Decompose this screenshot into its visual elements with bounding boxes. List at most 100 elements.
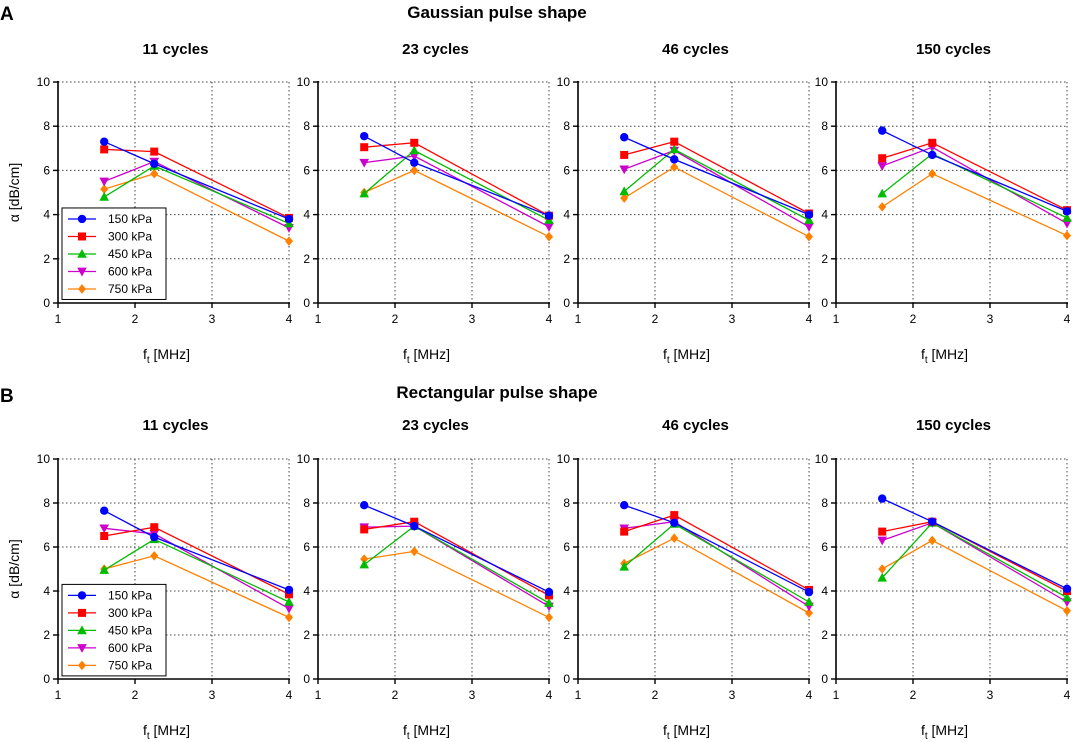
y-tick-label: 10 — [37, 75, 51, 89]
data-point — [928, 517, 937, 526]
series-line — [623, 537, 810, 614]
x-tick-label: 4 — [806, 312, 813, 326]
data-point — [805, 608, 813, 618]
x-tick-label: 4 — [546, 312, 553, 326]
data-point — [544, 598, 554, 607]
data-point — [877, 188, 887, 198]
series-line — [623, 148, 810, 221]
series-750-kPa — [360, 165, 553, 242]
data-point — [544, 222, 554, 232]
y-tick-label: 10 — [815, 75, 829, 89]
data-point — [1062, 584, 1072, 593]
y-tick-label: 8 — [563, 496, 570, 510]
x-tick-label: 3 — [469, 312, 476, 326]
data-point — [878, 527, 887, 536]
x-axis-label-sub: t — [147, 731, 150, 742]
chart-title: 11 cycles — [143, 417, 209, 434]
data-point — [150, 551, 159, 561]
data-point — [620, 193, 629, 203]
y-tick-label: 8 — [821, 496, 828, 510]
data-point — [620, 133, 629, 142]
legend-marker — [78, 660, 86, 671]
data-point — [1062, 219, 1072, 229]
series-750-kPa — [360, 546, 553, 623]
data-point — [410, 546, 419, 557]
y-tick-label: 4 — [303, 584, 310, 598]
legend-marker — [77, 267, 87, 277]
x-tick-label: 2 — [910, 312, 917, 326]
data-point — [804, 587, 814, 597]
data-point — [360, 143, 369, 152]
legend-label: 300 kPa — [108, 606, 152, 620]
series-600-kPa — [619, 517, 814, 612]
x-tick-label: 1 — [833, 688, 840, 702]
data-point — [150, 147, 159, 156]
x-tick-label: 2 — [910, 688, 917, 702]
data-point — [359, 188, 369, 198]
y-tick-label: 4 — [43, 584, 50, 598]
data-point — [99, 177, 109, 187]
y-tick-label: 8 — [303, 496, 310, 510]
data-point — [410, 165, 419, 176]
data-point — [804, 597, 814, 606]
panel-letter: B — [0, 386, 14, 407]
series-150-kPa — [360, 131, 554, 220]
x-tick-label: 4 — [546, 688, 553, 702]
y-tick-label: 8 — [303, 119, 310, 133]
legend-marker — [77, 214, 87, 224]
series-150-kPa — [878, 126, 1072, 216]
x-axis-label-sub: t — [147, 355, 150, 366]
data-point — [544, 211, 554, 220]
series-line — [363, 525, 550, 604]
y-tick-label: 4 — [43, 208, 50, 222]
x-tick-label: 3 — [987, 688, 994, 702]
y-tick-label: 0 — [563, 672, 570, 686]
panel-letter: A — [0, 4, 14, 25]
y-tick-label: 2 — [821, 628, 828, 642]
legend-label: 750 kPa — [108, 658, 152, 672]
legend: 150 kPa 300 kPa 450 kPa 600 kPa 750 kPa — [61, 207, 167, 300]
data-point — [878, 126, 887, 135]
legend-marker — [78, 284, 86, 294]
x-axis-label-unit: [MHz] — [670, 346, 710, 362]
data-point — [100, 145, 109, 154]
legend-label: 450 kPa — [108, 247, 152, 261]
series-line — [364, 525, 550, 607]
x-tick-label: 3 — [729, 312, 736, 326]
data-point — [285, 612, 293, 623]
data-point — [619, 561, 629, 571]
y-tick-label: 6 — [821, 163, 828, 177]
y-tick-label: 0 — [43, 672, 50, 686]
data-point — [1062, 592, 1072, 602]
series-450-kPa — [359, 521, 554, 607]
data-point — [878, 494, 887, 503]
data-point — [804, 215, 814, 224]
data-point — [284, 214, 294, 224]
series-750-kPa — [620, 162, 813, 242]
x-axis-label: ft [MHz] — [143, 722, 190, 742]
data-point — [877, 536, 887, 546]
x-tick-label: 2 — [132, 688, 139, 702]
legend-marker — [77, 591, 87, 600]
legend-label: 150 kPa — [108, 212, 152, 226]
data-point — [360, 525, 369, 534]
data-point — [1063, 606, 1071, 616]
data-point — [100, 506, 109, 515]
data-point — [409, 152, 420, 162]
data-point — [410, 517, 419, 526]
series-300-kPa — [620, 511, 813, 594]
data-point — [928, 168, 937, 179]
x-axis-label-base: f — [143, 346, 147, 362]
series-line — [364, 550, 550, 618]
data-point — [620, 150, 629, 159]
data-point — [284, 597, 294, 606]
chart-title: 23 cycles — [402, 41, 469, 58]
y-tick-label: 10 — [557, 75, 571, 89]
data-point — [670, 518, 679, 527]
series-450-kPa — [877, 517, 1072, 602]
